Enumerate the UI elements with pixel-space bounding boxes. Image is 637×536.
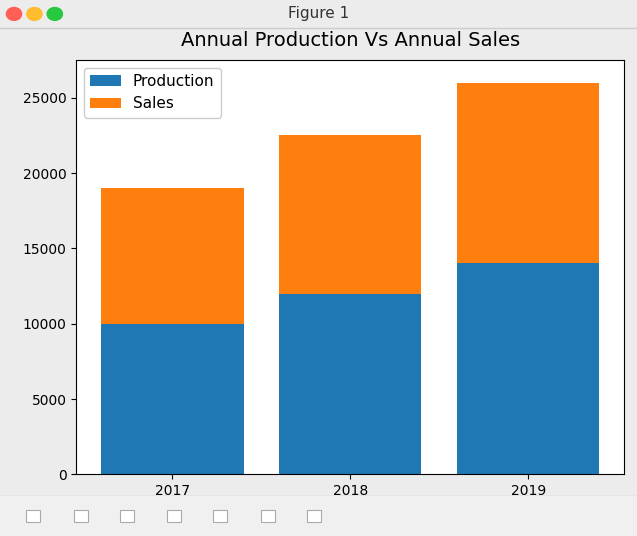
Title: Annual Production Vs Annual Sales: Annual Production Vs Annual Sales xyxy=(181,31,520,50)
Text: Figure 1: Figure 1 xyxy=(288,6,349,21)
Bar xyxy=(457,83,599,263)
Legend: Production, Sales: Production, Sales xyxy=(84,68,220,117)
Bar xyxy=(279,294,422,474)
Bar xyxy=(279,136,422,294)
Bar xyxy=(457,263,599,474)
Bar xyxy=(101,188,243,324)
Bar xyxy=(101,324,243,474)
